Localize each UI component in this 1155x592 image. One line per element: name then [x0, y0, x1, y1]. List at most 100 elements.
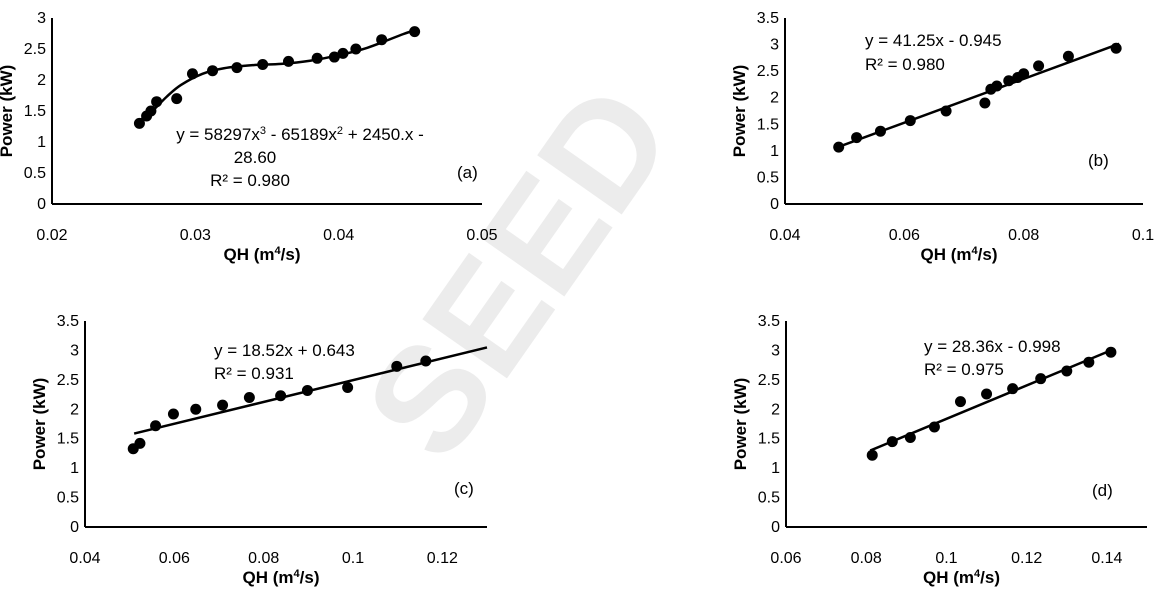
data-point — [420, 355, 432, 367]
data-point — [171, 93, 183, 105]
data-point — [311, 52, 323, 64]
y-tick-label: 2.5 — [758, 372, 780, 389]
x-tick-label: 0.14 — [1091, 550, 1122, 567]
x-tick-label: 0.05 — [466, 227, 497, 244]
y-tick-label: 2 — [770, 90, 779, 107]
chart-panel-a: 0 0.5 1 1.5 2 2.5 3 0.02 0.03 0.04 0.05 QH (m4/s) Po… — [0, 10, 498, 264]
y-tick-label: 1.5 — [24, 103, 46, 120]
x-axis-label: QH (m4/s) — [243, 568, 320, 587]
data-point — [1083, 356, 1095, 368]
y-tick-label: 0.5 — [57, 490, 79, 507]
data-point — [904, 432, 916, 444]
y-tick-label: 2.5 — [57, 372, 79, 389]
x-tick-label: 0.1 — [935, 550, 957, 567]
y-tick-label: 3 — [70, 342, 79, 359]
y-tick-label: 1 — [770, 143, 779, 160]
panel-label: (b) — [1088, 151, 1109, 170]
data-point — [866, 449, 878, 461]
data-point — [376, 34, 388, 46]
x-tick-label: 0.06 — [159, 550, 190, 567]
data-point — [1003, 75, 1015, 87]
data-point — [190, 403, 202, 415]
data-point — [409, 26, 421, 38]
x-tick-label: 0.06 — [770, 550, 801, 567]
y-tick-label: 2.5 — [757, 63, 779, 80]
y-tick-label: 3 — [770, 37, 779, 54]
data-point — [954, 396, 966, 408]
data-point — [275, 390, 287, 402]
y-tick-label: 0 — [70, 519, 79, 536]
data-point — [1061, 365, 1073, 377]
y-tick-label: 0.5 — [24, 165, 46, 182]
y-axis-label: Power (kW) — [730, 65, 749, 158]
data-point — [886, 436, 898, 448]
y-tick-label: 0 — [770, 196, 779, 213]
trendline-equation: y = 58297x3 - 65189x2 + 2450.x - — [176, 125, 424, 144]
x-tick-label: 0.12 — [1011, 550, 1042, 567]
y-tick-label: 2 — [70, 401, 79, 418]
y-axis-label: Power (kW) — [731, 378, 750, 471]
x-tick-label: 0.08 — [1008, 227, 1039, 244]
data-point — [1035, 373, 1047, 385]
chart-panel-c: 0 0.5 1 1.5 2 2.5 3 3.5 0.04 0.06 0.08 0.1 0.12 QH (m… — [30, 313, 488, 587]
charts-group: 0 0.5 1 1.5 2 2.5 3 0.02 0.03 0.04 0.05 QH (m4/s) Po… — [0, 10, 1154, 587]
x-tick-label: 0.12 — [427, 550, 458, 567]
y-tick-label: 3 — [771, 342, 780, 359]
data-point — [133, 117, 145, 129]
x-tick-label: 0.04 — [769, 227, 800, 244]
x-tick-label: 0.04 — [323, 227, 354, 244]
trendline-equation: R² = 0.980 — [210, 171, 290, 190]
y-tick-label: 1.5 — [757, 116, 779, 133]
y-tick-label: 2 — [37, 72, 46, 89]
y-tick-label: 1 — [771, 460, 780, 477]
data-point — [1110, 42, 1122, 54]
y-tick-label: 3.5 — [758, 313, 780, 330]
y-tick-label: 1 — [37, 134, 46, 151]
data-point — [134, 437, 146, 449]
data-point — [151, 96, 163, 108]
y-tick-label: 3 — [37, 10, 46, 27]
data-point — [150, 420, 162, 432]
data-point — [874, 125, 886, 137]
data-point — [145, 105, 157, 117]
chart-panel-d: 0 0.5 1 1.5 2 2.5 3 3.5 0.06 0.08 0.1 0.12 0.14 QH (m… — [731, 313, 1147, 587]
x-tick-label: 0.03 — [180, 227, 211, 244]
data-point — [1018, 68, 1030, 80]
data-point — [328, 51, 340, 63]
trendline-equation: y = 18.52x + 0.643 — [214, 341, 355, 360]
data-point — [904, 115, 916, 127]
watermark: SEED — [332, 56, 704, 487]
y-tick-label: 1.5 — [758, 431, 780, 448]
data-point — [928, 421, 940, 433]
y-axis-label: Power (kW) — [0, 65, 16, 158]
y-tick-label: 3.5 — [57, 313, 79, 330]
data-point — [1007, 383, 1019, 395]
data-point — [167, 408, 179, 420]
chart-panel-b: 0 0.5 1 1.5 2 2.5 3 3.5 0.04 0.06 0.08 0.1 QH (m4/s)… — [730, 10, 1154, 264]
y-tick-label: 1 — [70, 460, 79, 477]
trendline-equation: R² = 0.931 — [214, 364, 294, 383]
data-point — [981, 388, 993, 400]
trendline-equation: y = 41.25x - 0.945 — [865, 31, 1002, 50]
data-point — [283, 55, 294, 67]
trendline-equation: 28.60 — [234, 148, 277, 167]
trendline-equation: R² = 0.980 — [865, 55, 945, 74]
panel-label: (a) — [457, 163, 478, 182]
data-point — [231, 62, 243, 74]
trendline-equation: y = 28.36x - 0.998 — [924, 337, 1061, 356]
x-tick-label: 0.1 — [342, 550, 364, 567]
y-tick-label: 0.5 — [757, 169, 779, 186]
y-tick-label: 2 — [771, 401, 780, 418]
data-point — [940, 105, 952, 117]
x-tick-label: 0.08 — [851, 550, 882, 567]
data-point — [207, 65, 219, 77]
data-point — [979, 97, 991, 109]
y-tick-label: 0.5 — [758, 490, 780, 507]
data-point — [1033, 60, 1045, 72]
data-point — [337, 47, 349, 59]
data-point — [342, 382, 354, 394]
x-tick-label: 0.08 — [248, 550, 279, 567]
trendline-equation: R² = 0.975 — [924, 360, 1004, 379]
panel-label: (d) — [1092, 481, 1113, 500]
